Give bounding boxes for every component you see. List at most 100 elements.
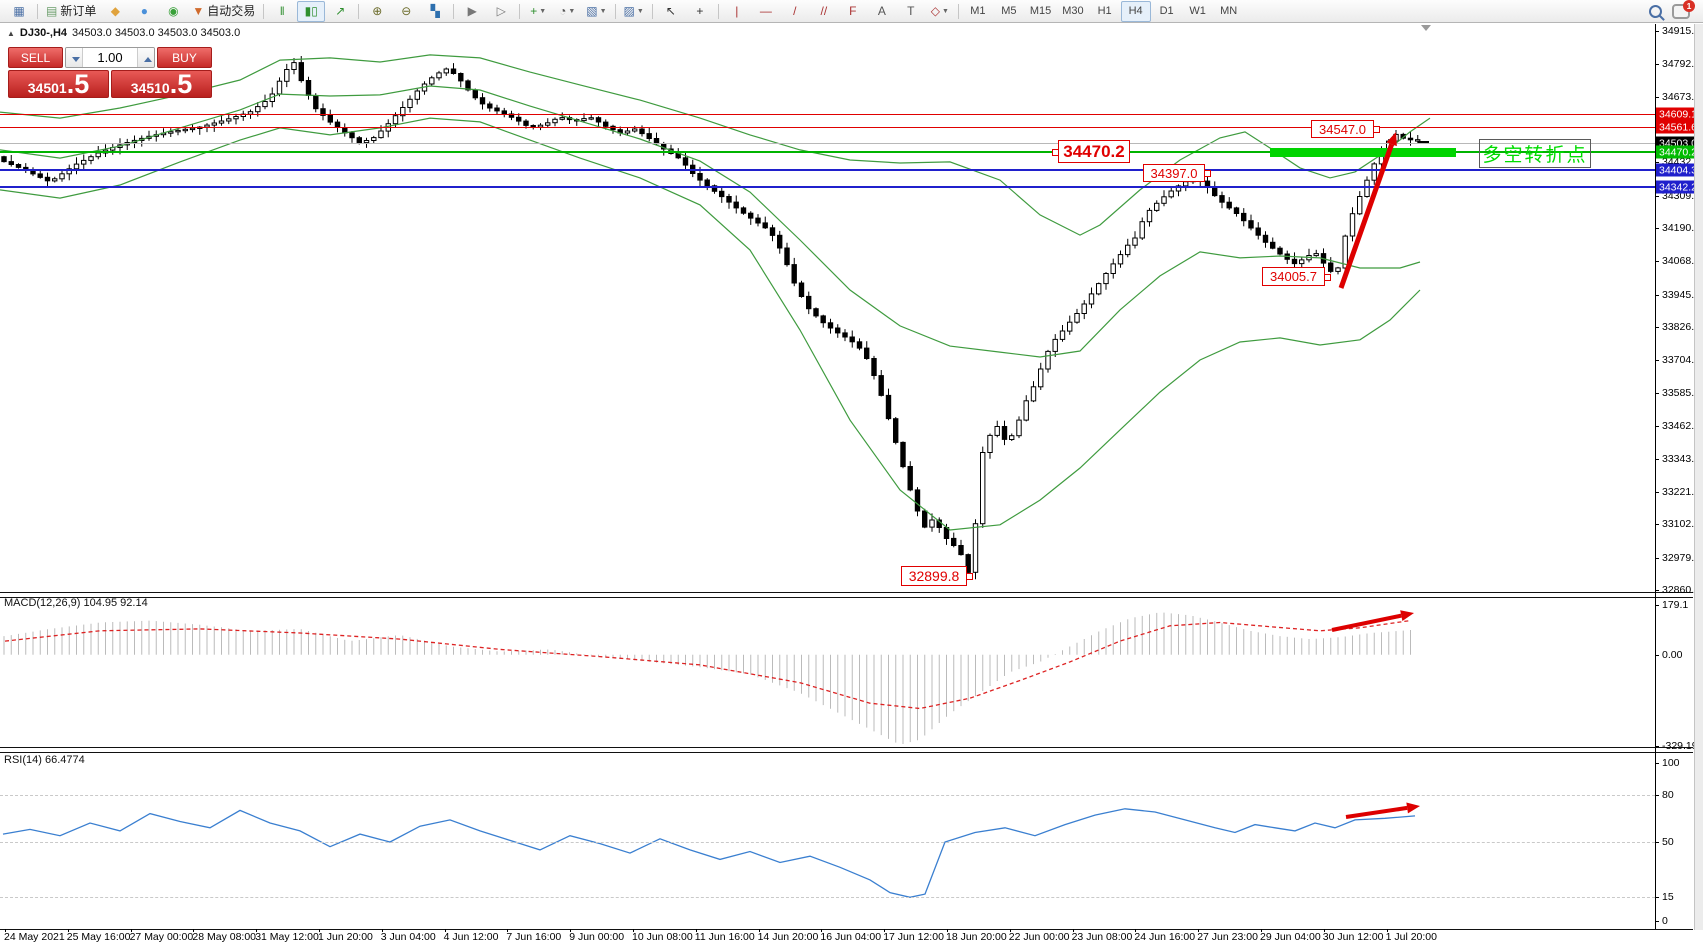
axis-tick-mark [1655,897,1659,898]
templates-icon[interactable]: ▧ ▼ [582,1,610,22]
timeframe-m1[interactable]: M1 [970,4,986,17]
label-icon[interactable]: T [897,1,925,22]
auto-scroll-icon: ▶ [467,4,477,18]
time-axis-label: 25 May 16:00 [66,931,131,943]
rsi-axis-tick: 100 [1662,757,1680,769]
timeframe-w1[interactable]: W1 [1189,4,1206,17]
signals-icon[interactable]: ◉ [159,1,187,22]
fibonacci-icon[interactable]: F [839,1,867,22]
community-icon[interactable]: ● [130,1,158,22]
time-tick-mark [67,929,69,932]
price-note-34397[interactable]: 34397.0 [1143,164,1211,182]
templates-icon: ▧ [586,4,598,18]
right-scroll-strip[interactable] [1694,24,1703,943]
timeframe-d1[interactable]: D1 [1159,4,1174,17]
price-axis-tick: 33102.0 [1662,518,1700,530]
timeframe-m15[interactable]: M15 [1029,4,1052,17]
indicators-icon[interactable]: + ▼ [524,1,552,22]
axis-tick-mark [1655,295,1659,296]
autotrading-button[interactable]: ▼ 自动交易 [192,4,256,18]
horizontal-level-line[interactable] [0,186,1655,188]
channel-icon[interactable]: // [810,1,838,22]
new-order-button[interactable]: ▤ 新订单 [46,4,97,18]
timeframe-h4[interactable]: H4 [1120,0,1151,22]
horizontal-level-line[interactable] [0,114,1655,115]
collapse-panel-icon[interactable]: ▲ [7,28,15,38]
price-note-32899[interactable]: 32899.8 [901,566,973,586]
volume-decrease-button[interactable] [66,48,83,67]
macd-axis-tick: -329.19 [1662,740,1698,752]
crosshair-icon[interactable]: + [686,1,714,22]
horizontal-level-line[interactable] [0,169,1655,171]
pane-separator [0,592,1693,598]
notifications-icon[interactable]: 1 [1672,0,1695,19]
toolbar-separator [358,3,360,19]
auto-scroll-icon[interactable]: ▶ [458,1,486,22]
axis-tick-mark [1655,655,1659,656]
autotrading-button: ▼ [192,4,205,18]
timeframe-h1[interactable]: H1 [1097,4,1112,17]
chart-shift-icon[interactable]: ▷ [487,1,515,22]
channel-icon: // [820,4,828,18]
one-click-trading-panel: SELL BUY 34501.5 34510.5 [8,47,212,98]
shapes-icon[interactable]: ◇ ▼ [926,1,954,22]
line-chart-icon[interactable]: ↗ [326,1,354,22]
rsi-axis-tick: 0 [1662,915,1668,927]
text-icon[interactable]: A [868,1,896,22]
market-icon[interactable]: ◆ [101,1,129,22]
price-axis-tick: 34915.0 [1662,25,1700,37]
highlight-zone-bar[interactable] [1270,148,1456,157]
price-note-34547[interactable]: 34547.0 [1311,120,1380,138]
trendline-icon[interactable]: / [781,1,809,22]
candlestick-chart-icon[interactable]: ▮▯ [297,0,326,22]
time-tick-mark [5,929,6,932]
chevron-down-icon: ▼ [568,7,576,15]
axis-tick-mark [1655,261,1659,262]
horizontal-level-line[interactable] [0,143,1655,144]
price-axis-tick: 33343.5 [1662,453,1700,465]
time-axis-label: 18 Jun 20:00 [946,931,1007,943]
periods-icon[interactable]: ◔ ▼ [553,1,581,22]
sell-price[interactable]: 34501.5 [8,70,109,98]
buy-price[interactable]: 34510.5 [111,70,212,98]
bar-chart-icon[interactable]: ‖ [268,1,296,22]
chart-shift-marker-icon [1421,25,1431,31]
time-axis-label: 1 Jun 20:00 [318,931,373,943]
time-tick-mark [1261,929,1262,932]
time-tick-mark [256,929,258,932]
time-tick-mark [1198,929,1200,932]
time-axis-label: 1 Jul 20:00 [1385,931,1437,943]
zoom-in-icon[interactable]: ⊕ [363,1,391,22]
horizontal-level-line[interactable] [0,151,1655,153]
triangle-up-icon [144,57,152,62]
tile-windows-icon[interactable]: ▚ [421,1,449,22]
timeframe-mn[interactable]: MN [1220,4,1238,17]
timeframe-m5[interactable]: M5 [1001,4,1017,17]
chevron-down-icon: ▼ [599,7,607,15]
toolbar: ▦ ▤ 新订单 ◆ ● ◉ ▼ 自动交易 ‖ ▮▯ ↗ ⊕ ⊖ ▚ ▶ ▷ + ▼ ◔ ▼ ▧ ▼ ▨ ▼ ↖ + | — ///F A T… [0,0,1703,23]
symbol-title: DJ30-,H4 [19,27,67,39]
time-tick-mark [1135,929,1137,932]
time-axis[interactable]: 24 May 2021 25 May 16:00 27 May 00:00 28 Ma… [0,929,1703,943]
buy-button[interactable]: BUY [157,47,212,68]
sell-button[interactable]: SELL [8,47,63,68]
chart-properties-icon[interactable]: ▨ ▼ [620,1,648,22]
vertical-line-icon[interactable]: | [723,1,751,22]
timeframe-m30[interactable]: M30 [1062,4,1084,17]
horizontal-level-line[interactable] [0,127,1655,128]
volume-input[interactable] [83,48,137,67]
price-note-34005[interactable]: 34005.7 [1262,267,1331,286]
axis-tick-mark [1655,795,1659,796]
price-note-34470[interactable]: 34470.2 [1052,140,1130,163]
horizontal-line-icon[interactable]: — [752,1,780,22]
triangle-down-icon [72,57,80,62]
note-box[interactable]: 多空转折点 [1479,139,1591,168]
cursor-icon[interactable]: ↖ [657,1,685,22]
zoom-out-icon[interactable]: ⊖ [392,1,420,22]
search-icon[interactable] [1649,4,1662,18]
macd-arrow [1400,610,1414,622]
time-tick-mark [319,929,320,932]
rally-arrow [1386,132,1397,147]
volume-increase-button[interactable] [137,48,154,67]
time-tick-mark [130,929,132,932]
